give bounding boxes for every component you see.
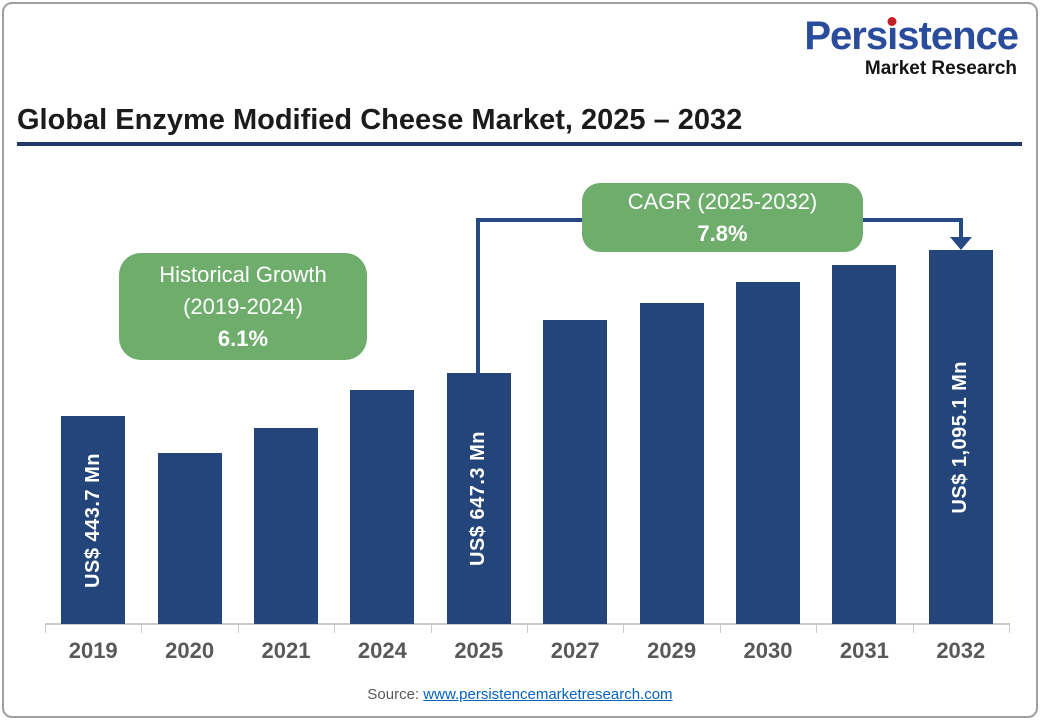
axis-label-2019: 2019	[68, 638, 118, 663]
axis-label-2020: 2020	[165, 638, 215, 663]
page-title: Global Enzyme Modified Cheese Market, 20…	[17, 104, 743, 136]
bar-2024	[350, 390, 415, 624]
cagr-value: 7.8%	[697, 220, 748, 246]
cagr-label: CAGR (2025-2032)	[627, 188, 818, 214]
bar-2019: US$ 443.7 Mn	[61, 416, 126, 624]
x-axis-tick	[719, 623, 721, 633]
x-axis-tick	[45, 623, 46, 633]
x-axis-tick	[430, 623, 432, 633]
x-axis-tick	[1009, 623, 1010, 633]
logo-red-dot-i: i	[887, 14, 898, 58]
logo-subtitle: Market Research	[864, 58, 1017, 79]
cagr-connector-right-vertical	[959, 218, 963, 238]
bar-2027	[543, 320, 608, 624]
x-axis-tick	[912, 623, 914, 633]
axis-label-2025: 2025	[454, 638, 504, 663]
persistence-logo: Persistence Market Research	[804, 14, 1019, 79]
axis-label-2032: 2032	[936, 638, 986, 663]
x-axis-tick	[816, 623, 818, 633]
axis-label-2031: 2031	[839, 638, 889, 663]
bar-value-label-2019: US$ 443.7 Mn	[81, 452, 104, 588]
historical-growth-value: 6.1%	[217, 325, 269, 351]
bar-2029	[639, 303, 704, 624]
axis-label-2024: 2024	[357, 638, 407, 663]
bar-value-label-2032: US$ 1,095.1 Mn	[949, 360, 972, 514]
historical-growth-label: Historical Growth	[159, 261, 327, 287]
x-axis-tick	[334, 623, 336, 633]
source-prefix: Source:	[367, 686, 424, 703]
arrow-down-icon	[950, 237, 972, 250]
cagr-callout: CAGR (2025-2032) 7.8%	[582, 183, 863, 252]
bar-value-label-2025: US$ 647.3 Mn	[467, 431, 490, 566]
logo-text-part1: Pers	[804, 14, 888, 58]
historical-growth-callout: Historical Growth (2019-2024) 6.1%	[119, 253, 367, 360]
bar-2020	[157, 453, 222, 624]
x-axis-tick	[527, 623, 528, 633]
historical-growth-period: (2019-2024)	[183, 293, 303, 319]
cagr-connector-left-horizontal	[476, 218, 586, 222]
cagr-connector-left-vertical	[476, 218, 480, 375]
bar-2032: US$ 1,095.1 Mn	[928, 250, 993, 624]
x-axis-tick	[141, 623, 143, 633]
cagr-connector-right-horizontal	[861, 218, 963, 222]
bar-2030	[736, 282, 800, 624]
bar-2031	[832, 265, 897, 624]
axis-label-2021: 2021	[261, 638, 311, 663]
x-axis-tick	[237, 623, 239, 633]
bar-2025: US$ 647.3 Mn	[446, 373, 511, 624]
title-underline	[17, 142, 1022, 146]
source-link[interactable]: www.persistencemarketresearch.com	[423, 686, 673, 703]
axis-label-2029: 2029	[647, 638, 697, 663]
bar-2021	[254, 428, 318, 624]
axis-label-2030: 2030	[743, 638, 793, 663]
axis-label-2027: 2027	[550, 638, 600, 663]
x-axis-tick	[623, 623, 625, 633]
logo-wordmark: Persistence	[804, 14, 1019, 58]
logo-text-part3: stence	[897, 14, 1019, 58]
source-line: Source: www.persistencemarketresearch.co…	[0, 686, 1040, 703]
